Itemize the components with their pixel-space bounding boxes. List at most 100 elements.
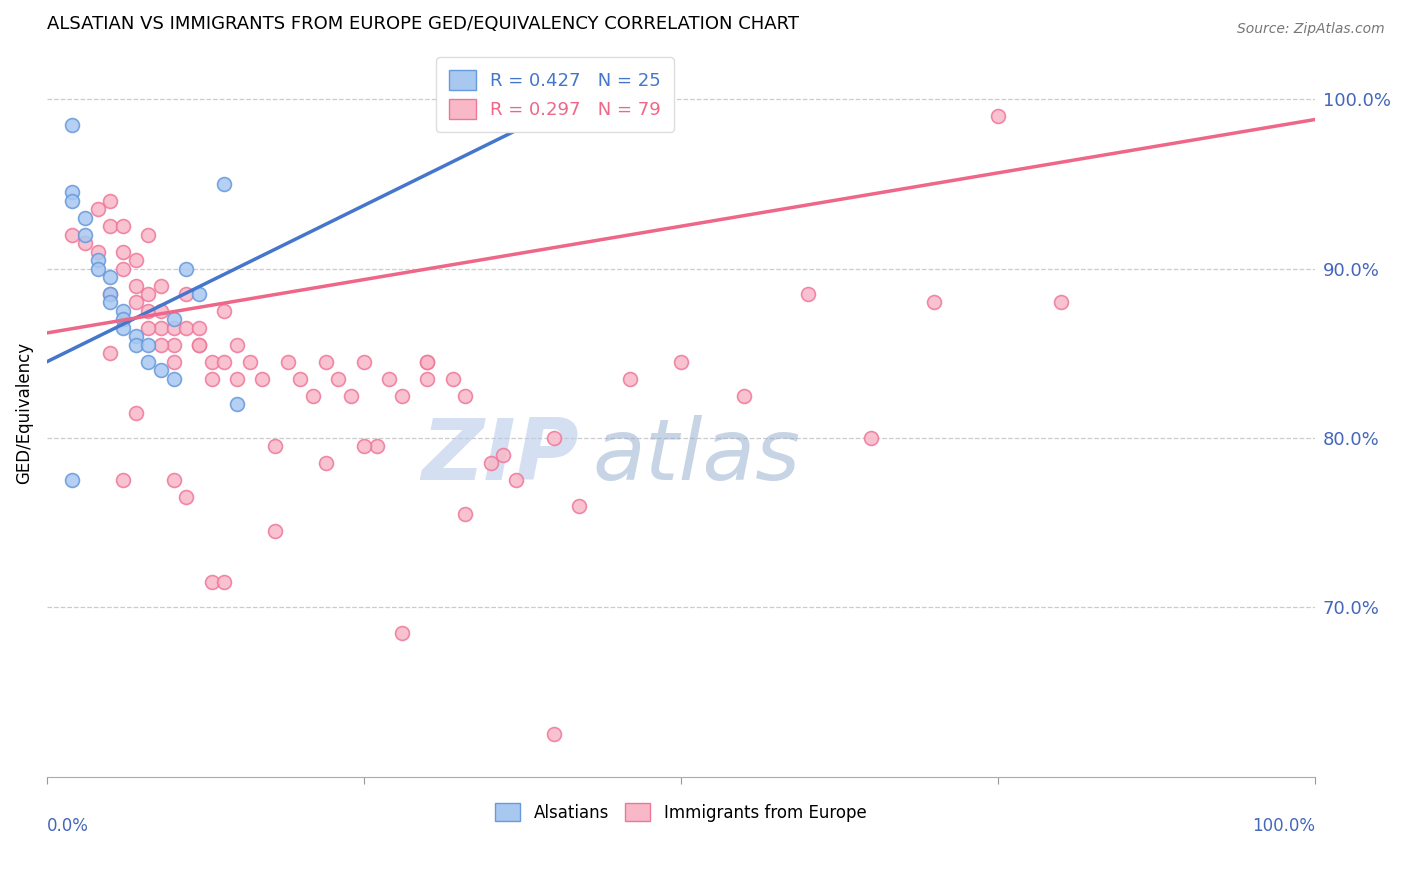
Point (441, 372, 464, 386)
Point (454, 388, 477, 402)
Legend: Alsatians, Immigrants from Europe: Alsatians, Immigrants from Europe (486, 795, 875, 830)
Point (60, 194, 83, 208)
Point (163, 321, 186, 335)
Point (124, 278, 146, 293)
Point (163, 473, 186, 487)
Point (277, 355, 299, 369)
Point (214, 574, 236, 589)
Point (543, 727, 565, 741)
Point (214, 355, 236, 369)
Point (226, 397, 249, 411)
Point (111, 244, 134, 259)
Point (188, 338, 211, 352)
Point (98, 194, 121, 208)
Point (111, 219, 134, 234)
Point (73, 227, 96, 242)
Point (98, 287, 121, 301)
Point (98, 346, 121, 360)
Point (150, 338, 173, 352)
Point (136, 227, 159, 242)
Point (136, 287, 159, 301)
Point (86, 244, 108, 259)
Point (252, 372, 274, 386)
Point (150, 304, 173, 318)
Point (796, 287, 818, 301)
Text: 100.0%: 100.0% (1251, 817, 1315, 835)
Point (214, 304, 236, 318)
Point (239, 355, 262, 369)
Point (1050, 295, 1073, 310)
Y-axis label: GED/Equivalency: GED/Equivalency (15, 342, 32, 483)
Point (264, 439, 287, 453)
Point (416, 355, 439, 369)
Point (136, 321, 159, 335)
Text: Source: ZipAtlas.com: Source: ZipAtlas.com (1237, 22, 1385, 37)
Point (111, 321, 134, 335)
Point (73, 211, 96, 225)
Point (60, 186, 83, 200)
Point (302, 388, 325, 402)
Point (416, 355, 439, 369)
Point (226, 338, 249, 352)
Point (391, 625, 413, 640)
Point (124, 405, 146, 419)
Point (176, 490, 198, 504)
Point (60, 473, 83, 487)
Point (86, 261, 108, 276)
Point (98, 219, 121, 234)
Point (859, 431, 882, 445)
Point (378, 372, 401, 386)
Point (543, 431, 565, 445)
Point (188, 338, 211, 352)
Point (98, 270, 121, 285)
Point (73, 236, 96, 251)
Point (176, 287, 198, 301)
Point (340, 388, 363, 402)
Point (111, 312, 134, 326)
Point (454, 507, 477, 521)
Point (86, 253, 108, 268)
Point (416, 372, 439, 386)
Point (264, 524, 287, 538)
Point (226, 372, 249, 386)
Point (987, 109, 1010, 123)
Point (136, 304, 159, 318)
Point (111, 304, 134, 318)
Point (60, 227, 83, 242)
Point (136, 355, 159, 369)
Point (136, 338, 159, 352)
Point (733, 388, 755, 402)
Point (176, 261, 198, 276)
Point (188, 287, 211, 301)
Point (315, 355, 337, 369)
Point (201, 355, 224, 369)
Point (176, 321, 198, 335)
Point (290, 372, 312, 386)
Point (353, 355, 375, 369)
Point (86, 202, 108, 217)
Point (60, 118, 83, 132)
Point (201, 372, 224, 386)
Point (111, 473, 134, 487)
Point (163, 338, 186, 352)
Point (214, 177, 236, 191)
Point (328, 372, 350, 386)
Point (163, 355, 186, 369)
Point (150, 363, 173, 377)
Text: 0.0%: 0.0% (46, 817, 89, 835)
Point (124, 329, 146, 343)
Point (492, 448, 515, 462)
Text: ZIP: ZIP (422, 415, 579, 498)
Point (124, 338, 146, 352)
Text: ALSATIAN VS IMMIGRANTS FROM EUROPE GED/EQUIVALENCY CORRELATION CHART: ALSATIAN VS IMMIGRANTS FROM EUROPE GED/E… (46, 15, 799, 33)
Point (201, 574, 224, 589)
Point (150, 321, 173, 335)
Point (353, 439, 375, 453)
Point (619, 372, 641, 386)
Point (315, 456, 337, 470)
Point (188, 321, 211, 335)
Point (391, 388, 413, 402)
Point (98, 287, 121, 301)
Point (568, 499, 591, 513)
Point (669, 355, 692, 369)
